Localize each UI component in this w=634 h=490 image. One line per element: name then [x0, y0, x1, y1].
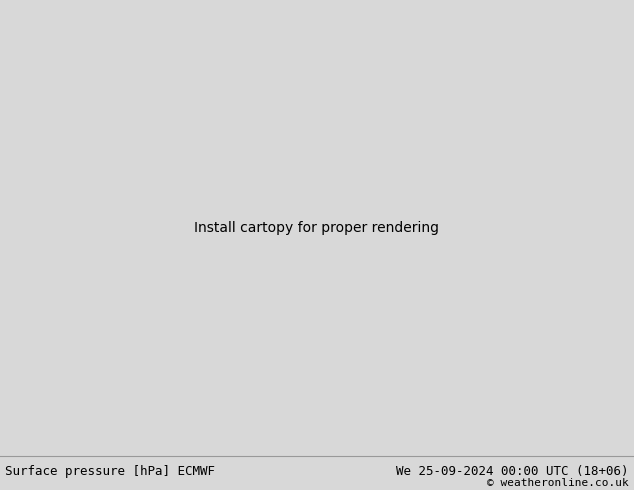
Text: We 25-09-2024 00:00 UTC (18+06): We 25-09-2024 00:00 UTC (18+06) — [396, 465, 629, 478]
Text: © weatheronline.co.uk: © weatheronline.co.uk — [487, 478, 629, 488]
Text: Install cartopy for proper rendering: Install cartopy for proper rendering — [195, 220, 439, 235]
Text: Surface pressure [hPa] ECMWF: Surface pressure [hPa] ECMWF — [5, 465, 215, 478]
